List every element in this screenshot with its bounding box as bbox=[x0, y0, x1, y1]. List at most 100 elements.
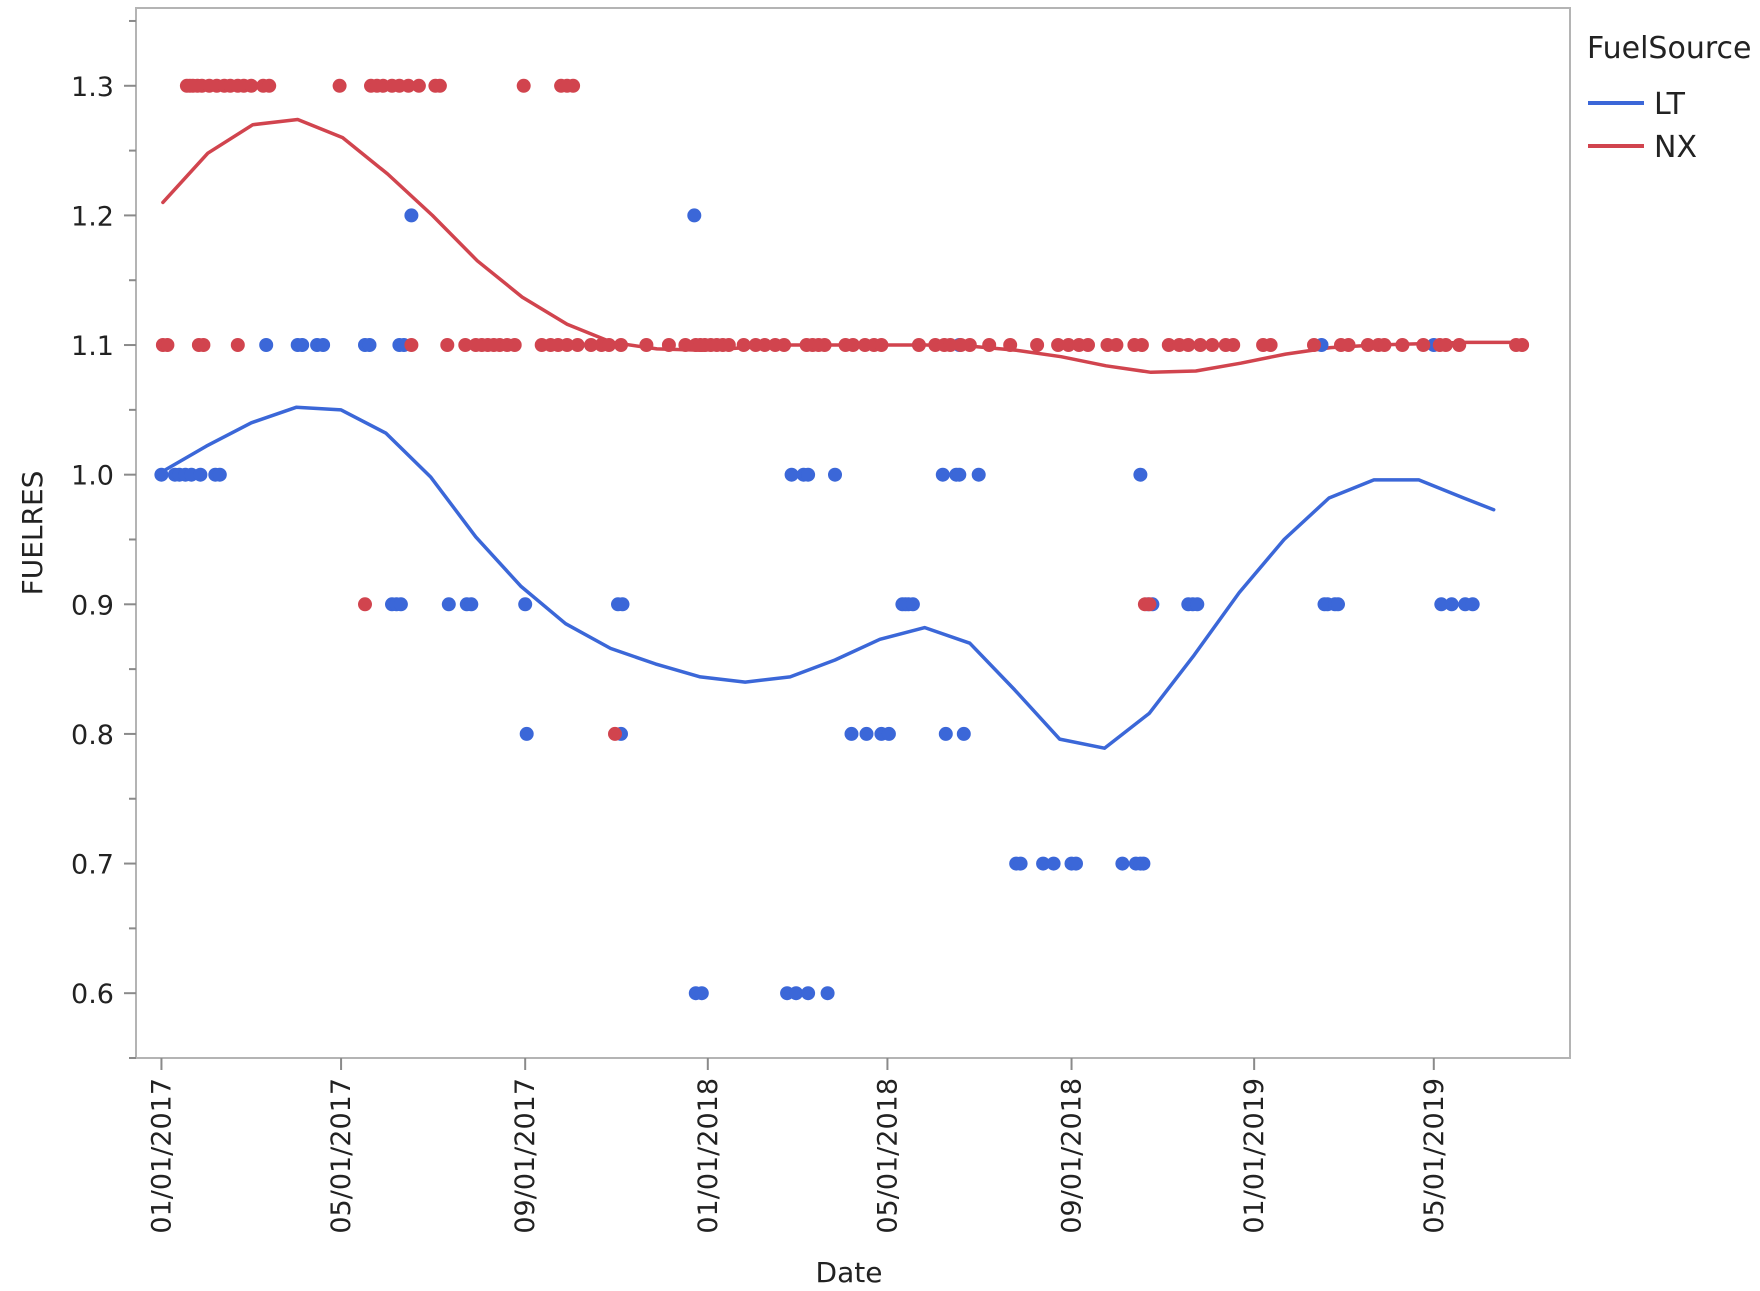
x-tick-label: 01/01/2017 bbox=[146, 1078, 177, 1234]
legend: FuelSource LT NX bbox=[1587, 31, 1751, 165]
smoother-line-lt bbox=[159, 405, 1496, 750]
data-point-nx bbox=[1134, 338, 1149, 352]
data-point-nx bbox=[874, 338, 889, 352]
data-point-nx bbox=[584, 338, 598, 352]
data-point-nx bbox=[1452, 338, 1467, 352]
data-point-nx bbox=[608, 726, 622, 741]
data-point-nx bbox=[614, 338, 628, 352]
data-point-lt bbox=[295, 338, 310, 352]
data-point-lt bbox=[212, 467, 227, 482]
data-point-lt bbox=[801, 467, 816, 482]
x-tick-label: 05/01/2018 bbox=[872, 1078, 903, 1234]
data-point-nx bbox=[1395, 338, 1410, 352]
smoother-lines bbox=[159, 117, 1526, 750]
y-axis: 0.6 0.7 0.8 0.9 1.0 1.1 1.2 1.3 bbox=[71, 19, 136, 1059]
data-point-nx bbox=[570, 338, 585, 352]
data-point-lt bbox=[1036, 856, 1051, 871]
data-point-nx bbox=[1360, 338, 1375, 352]
data-point-nx bbox=[1109, 338, 1124, 352]
data-point-nx bbox=[404, 338, 419, 352]
data-point-lt bbox=[859, 726, 874, 741]
data-point-lt bbox=[905, 597, 920, 612]
y-tick-label: 0.9 bbox=[71, 590, 114, 621]
data-point-nx bbox=[332, 78, 347, 93]
data-point-nx bbox=[432, 78, 447, 93]
data-point-lt bbox=[519, 726, 534, 741]
data-point-nx bbox=[262, 78, 277, 93]
data-point-lt bbox=[1190, 597, 1205, 612]
data-point-lt bbox=[801, 986, 816, 1001]
x-tick-label: 01/01/2018 bbox=[693, 1078, 724, 1234]
data-point-lt bbox=[820, 986, 835, 1001]
y-tick-label: 0.8 bbox=[71, 720, 114, 751]
data-point-lt bbox=[1046, 856, 1061, 871]
legend-label-lt: LT bbox=[1654, 87, 1686, 122]
x-axis-title: Date bbox=[816, 1256, 883, 1287]
data-point-nx bbox=[911, 338, 926, 352]
data-point-lt bbox=[956, 726, 971, 741]
data-point-lt bbox=[1136, 856, 1151, 871]
data-point-lt bbox=[844, 726, 859, 741]
y-tick-label: 1.1 bbox=[71, 331, 114, 362]
data-point-nx bbox=[160, 338, 175, 352]
data-point-nx bbox=[817, 338, 832, 352]
y-tick-label: 1.0 bbox=[71, 461, 114, 492]
data-point-nx bbox=[1341, 338, 1356, 352]
data-point-lt bbox=[316, 338, 331, 352]
y-tick-label: 1.2 bbox=[71, 201, 114, 232]
y-axis-title: FUELRES bbox=[16, 471, 49, 596]
x-axis: 01/01/2017 05/01/2017 09/01/2017 01/01/2018… bbox=[146, 1058, 1450, 1234]
data-point-lt bbox=[393, 597, 408, 612]
data-point-nx bbox=[440, 338, 455, 352]
y-tick-label: 0.6 bbox=[71, 979, 114, 1010]
data-point-nx bbox=[516, 78, 531, 93]
data-point-lt bbox=[615, 597, 630, 612]
data-point-nx bbox=[1051, 338, 1066, 352]
data-point-lt bbox=[193, 467, 208, 482]
data-point-lt bbox=[1013, 856, 1028, 871]
data-point-lt bbox=[952, 467, 967, 482]
data-point-lt bbox=[789, 986, 804, 1001]
data-points bbox=[154, 78, 1530, 1001]
data-point-nx bbox=[1416, 338, 1431, 352]
data-point-lt bbox=[694, 986, 709, 1001]
x-tick-label: 01/01/2019 bbox=[1239, 1078, 1270, 1234]
data-point-lt bbox=[828, 467, 842, 482]
data-point-nx bbox=[196, 338, 211, 352]
data-point-nx bbox=[678, 338, 693, 352]
data-point-lt bbox=[1115, 856, 1130, 871]
data-point-nx bbox=[1061, 338, 1076, 352]
data-point-nx bbox=[1161, 338, 1176, 352]
data-point-nx bbox=[639, 338, 654, 352]
data-point-nx bbox=[962, 338, 977, 352]
data-point-lt bbox=[1331, 597, 1345, 612]
data-point-nx bbox=[1142, 597, 1157, 612]
data-point-nx bbox=[1226, 338, 1241, 352]
legend-label-nx: NX bbox=[1654, 130, 1697, 165]
data-point-lt bbox=[1133, 467, 1148, 482]
plot-frame bbox=[135, 7, 1571, 1059]
data-point-lt bbox=[1444, 597, 1459, 612]
x-tick-label: 09/01/2018 bbox=[1057, 1078, 1088, 1234]
data-point-lt bbox=[881, 726, 896, 741]
data-point-nx bbox=[566, 78, 581, 93]
y-tick-label: 0.7 bbox=[71, 850, 114, 881]
data-point-lt bbox=[404, 208, 419, 223]
data-point-nx bbox=[1515, 338, 1530, 352]
data-point-lt bbox=[1069, 856, 1083, 871]
data-point-nx bbox=[560, 338, 575, 352]
data-point-lt bbox=[259, 338, 274, 352]
data-point-nx bbox=[721, 338, 736, 352]
data-point-nx bbox=[777, 338, 792, 352]
data-point-lt bbox=[971, 467, 986, 482]
data-point-nx bbox=[411, 78, 426, 93]
x-tick-label: 09/01/2017 bbox=[510, 1078, 541, 1234]
legend-title: FuelSource bbox=[1587, 31, 1751, 66]
data-point-nx bbox=[1307, 338, 1321, 352]
smoother-line-nx bbox=[161, 117, 1526, 375]
data-point-nx bbox=[458, 338, 473, 352]
y-tick-label: 1.3 bbox=[71, 72, 114, 103]
data-point-nx bbox=[230, 338, 245, 352]
data-point-lt bbox=[687, 208, 702, 223]
